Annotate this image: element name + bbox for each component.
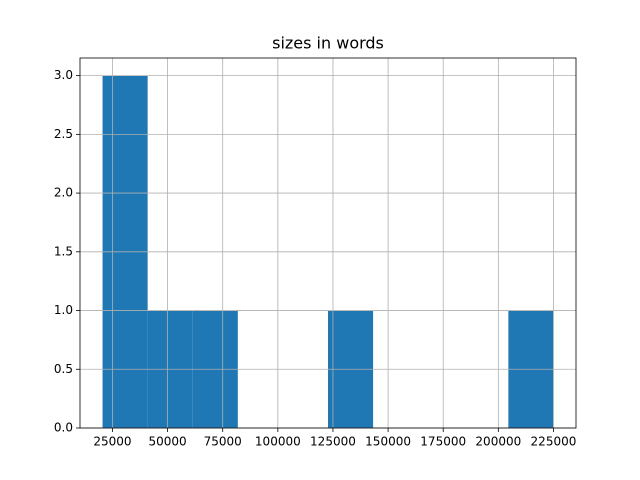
- chart-title: sizes in words: [272, 34, 384, 53]
- x-tick-label: 25000: [93, 435, 131, 449]
- y-tick-label: 0.5: [54, 362, 73, 376]
- x-tick-label: 225000: [531, 435, 577, 449]
- y-tick-label: 2.5: [54, 127, 73, 141]
- y-tick-label: 3.0: [54, 68, 73, 82]
- x-tick-label: 200000: [475, 435, 521, 449]
- x-tick-label: 125000: [310, 435, 356, 449]
- x-tick-label: 75000: [204, 435, 242, 449]
- x-tick-label: 150000: [365, 435, 411, 449]
- y-tick-label: 2.0: [54, 186, 73, 200]
- x-tick-label: 175000: [420, 435, 466, 449]
- y-tick-label: 0.0: [54, 421, 73, 435]
- y-tick-label: 1.5: [54, 244, 73, 258]
- x-tick-label: 50000: [148, 435, 186, 449]
- y-tick-label: 1.0: [54, 303, 73, 317]
- x-tick-label: 100000: [255, 435, 301, 449]
- plot-frame: [79, 57, 577, 429]
